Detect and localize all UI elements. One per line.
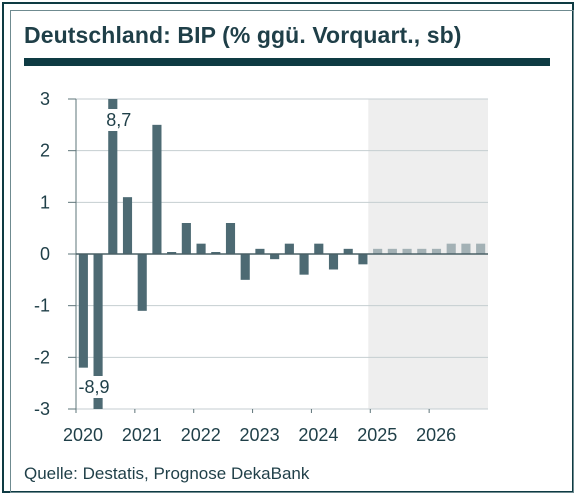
bar — [431, 248, 442, 254]
y-tick-label: 1 — [40, 192, 50, 212]
bar — [93, 254, 103, 409]
x-tick-label: 2023 — [240, 425, 280, 445]
bar — [225, 223, 236, 254]
bar — [402, 248, 412, 254]
bar — [373, 248, 383, 254]
source-note: Quelle: Destatis, Prognose DekaBank — [24, 464, 310, 483]
bar — [461, 243, 471, 254]
bar — [181, 223, 191, 254]
x-tick-label: 2025 — [357, 425, 397, 445]
x-tick-label: 2020 — [63, 425, 103, 445]
bar — [314, 243, 324, 254]
y-tick-label: -1 — [34, 296, 50, 316]
annotation-background — [92, 109, 133, 131]
x-tick-label: 2022 — [181, 425, 221, 445]
bar — [476, 243, 486, 254]
y-tick-label: -2 — [34, 347, 50, 367]
bar-annotation: -8,9 — [79, 377, 110, 397]
y-tick-label: 3 — [40, 89, 50, 109]
chart-title: Deutschland: BIP (% ggü. Vorquart., sb) — [24, 22, 462, 48]
bar — [343, 248, 353, 254]
y-tick-label: 0 — [40, 244, 50, 264]
chart-frame-inner — [10, 10, 574, 493]
bar — [211, 252, 221, 254]
x-tick-label: 2024 — [298, 425, 338, 445]
x-tick-label: 2021 — [122, 425, 162, 445]
y-tick-label: 2 — [40, 141, 50, 161]
bar-annotation: 8,7 — [106, 110, 131, 130]
bar — [255, 248, 265, 254]
bar — [358, 254, 368, 265]
bar — [167, 252, 177, 254]
bar — [270, 254, 280, 260]
title-rule — [24, 58, 550, 66]
x-tick-label: 2026 — [416, 425, 456, 445]
bar — [446, 243, 456, 254]
annotation-background — [78, 376, 119, 398]
bar — [196, 243, 206, 254]
bar — [108, 99, 118, 254]
bar — [152, 124, 162, 254]
bar — [78, 254, 88, 368]
y-tick-label: -3 — [34, 399, 50, 419]
bar — [417, 248, 427, 254]
bar — [284, 243, 294, 254]
bar — [122, 197, 133, 254]
bar — [299, 254, 309, 275]
bar — [137, 254, 147, 311]
bar — [328, 254, 339, 270]
bar — [387, 248, 397, 254]
bar — [240, 254, 250, 280]
